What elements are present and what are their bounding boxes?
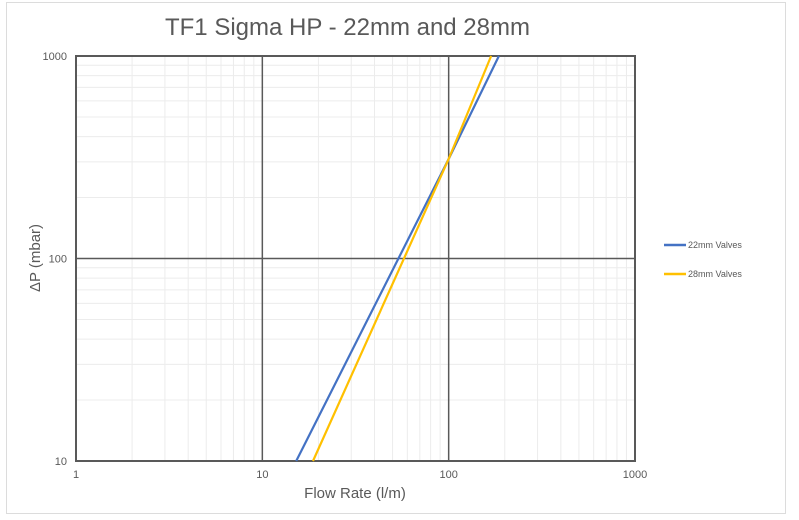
major-gridlines [76,56,635,461]
x-tick-label: 100 [439,469,457,481]
x-tick-label: 10 [256,469,268,481]
series-line-1 [311,55,493,462]
legend: 22mm Valves 28mm Valves [664,240,742,279]
legend-label-28mm: 28mm Valves [688,269,742,279]
legend-label-22mm: 22mm Valves [688,240,742,250]
x-axis-label: Flow Rate (l/m) [304,485,406,502]
y-tick-label: 100 [49,254,67,266]
plot-border [75,55,636,462]
y-tick-label: 1000 [43,51,67,63]
axis-ticks: 1 10 100 1000 10 100 1000 [43,51,648,481]
x-tick-label: 1 [73,469,79,481]
y-axis-label: ΔP (mbar) [27,224,44,292]
y-tick-label: 10 [55,456,67,468]
data-series [295,55,500,462]
chart-title: TF1 Sigma HP - 22mm and 28mm [164,14,530,41]
x-tick-label: 1000 [623,469,647,481]
